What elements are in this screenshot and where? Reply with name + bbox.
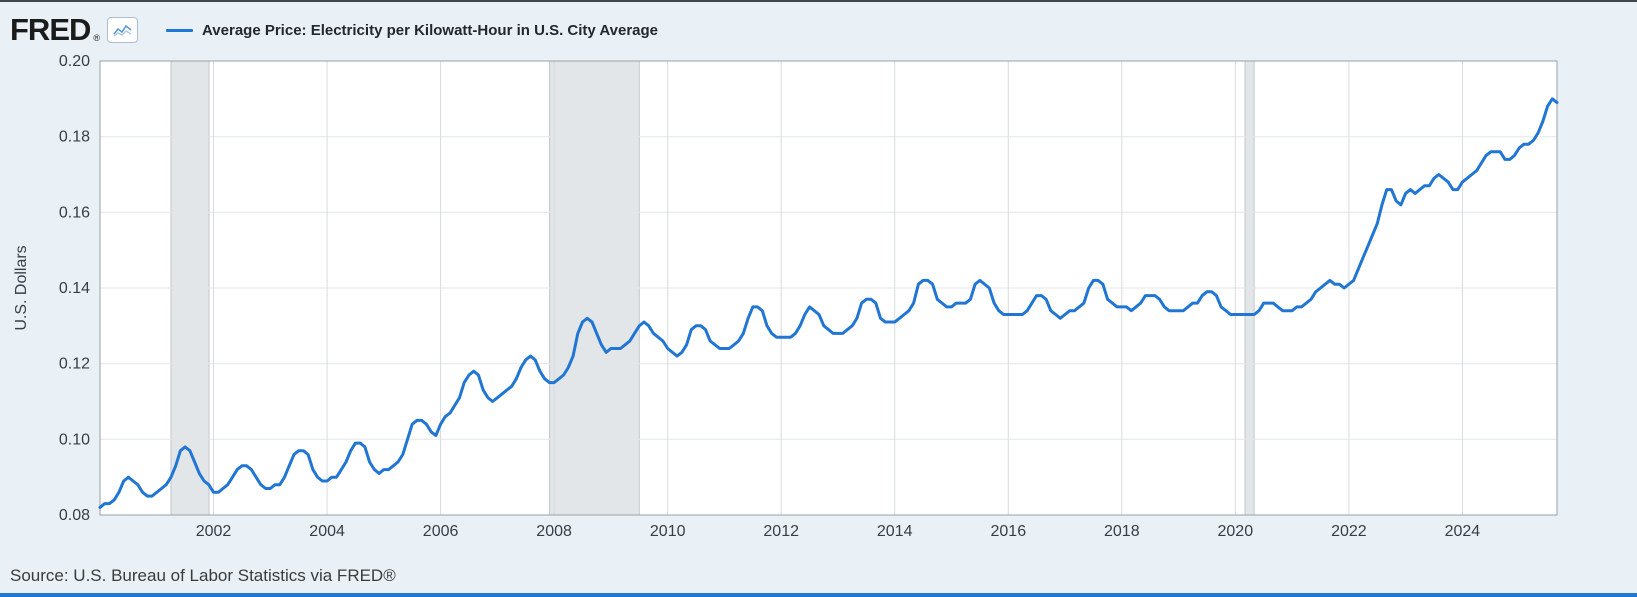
bottom-accent-bar — [0, 593, 1637, 597]
header: FRED ® Average Price: Electricity per Ki… — [0, 2, 1637, 53]
svg-text:0.08: 0.08 — [59, 507, 90, 524]
svg-text:2018: 2018 — [1104, 523, 1140, 540]
svg-text:2024: 2024 — [1445, 523, 1481, 540]
svg-text:0.10: 0.10 — [59, 431, 90, 448]
source-text: Source: U.S. Bureau of Labor Statistics … — [10, 566, 396, 585]
svg-text:0.12: 0.12 — [59, 356, 90, 373]
svg-text:0.20: 0.20 — [59, 53, 90, 70]
svg-text:2004: 2004 — [309, 523, 345, 540]
svg-text:2010: 2010 — [650, 523, 686, 540]
svg-text:2016: 2016 — [991, 523, 1027, 540]
footer: Source: U.S. Bureau of Labor Statistics … — [0, 558, 1637, 586]
fred-sparkline-icon — [107, 17, 139, 43]
svg-text:2008: 2008 — [536, 523, 572, 540]
svg-text:2022: 2022 — [1331, 523, 1367, 540]
price-line-chart[interactable]: 0.08 0.10 0.12 0.14 0.16 0.18 0.20 2002 2004 2006… — [0, 53, 1560, 558]
svg-text:U.S. Dollars: U.S. Dollars — [13, 245, 30, 330]
fred-brand[interactable]: FRED ® — [10, 12, 139, 47]
legend-line-swatch — [166, 28, 194, 32]
svg-text:2006: 2006 — [423, 523, 459, 540]
svg-text:2002: 2002 — [196, 523, 232, 540]
svg-text:2012: 2012 — [763, 523, 799, 540]
svg-text:2020: 2020 — [1218, 523, 1254, 540]
svg-text:0.14: 0.14 — [59, 280, 90, 297]
legend: Average Price: Electricity per Kilowatt-… — [166, 22, 658, 39]
svg-text:2014: 2014 — [877, 523, 913, 540]
svg-text:0.16: 0.16 — [59, 204, 90, 221]
fred-logo[interactable]: FRED — [10, 12, 91, 47]
svg-text:0.18: 0.18 — [59, 129, 90, 146]
legend-label: Average Price: Electricity per Kilowatt-… — [202, 21, 659, 39]
registered-mark: ® — [93, 33, 101, 43]
chart-area: 0.08 0.10 0.12 0.14 0.16 0.18 0.20 2002 2004 2006… — [0, 53, 1637, 558]
